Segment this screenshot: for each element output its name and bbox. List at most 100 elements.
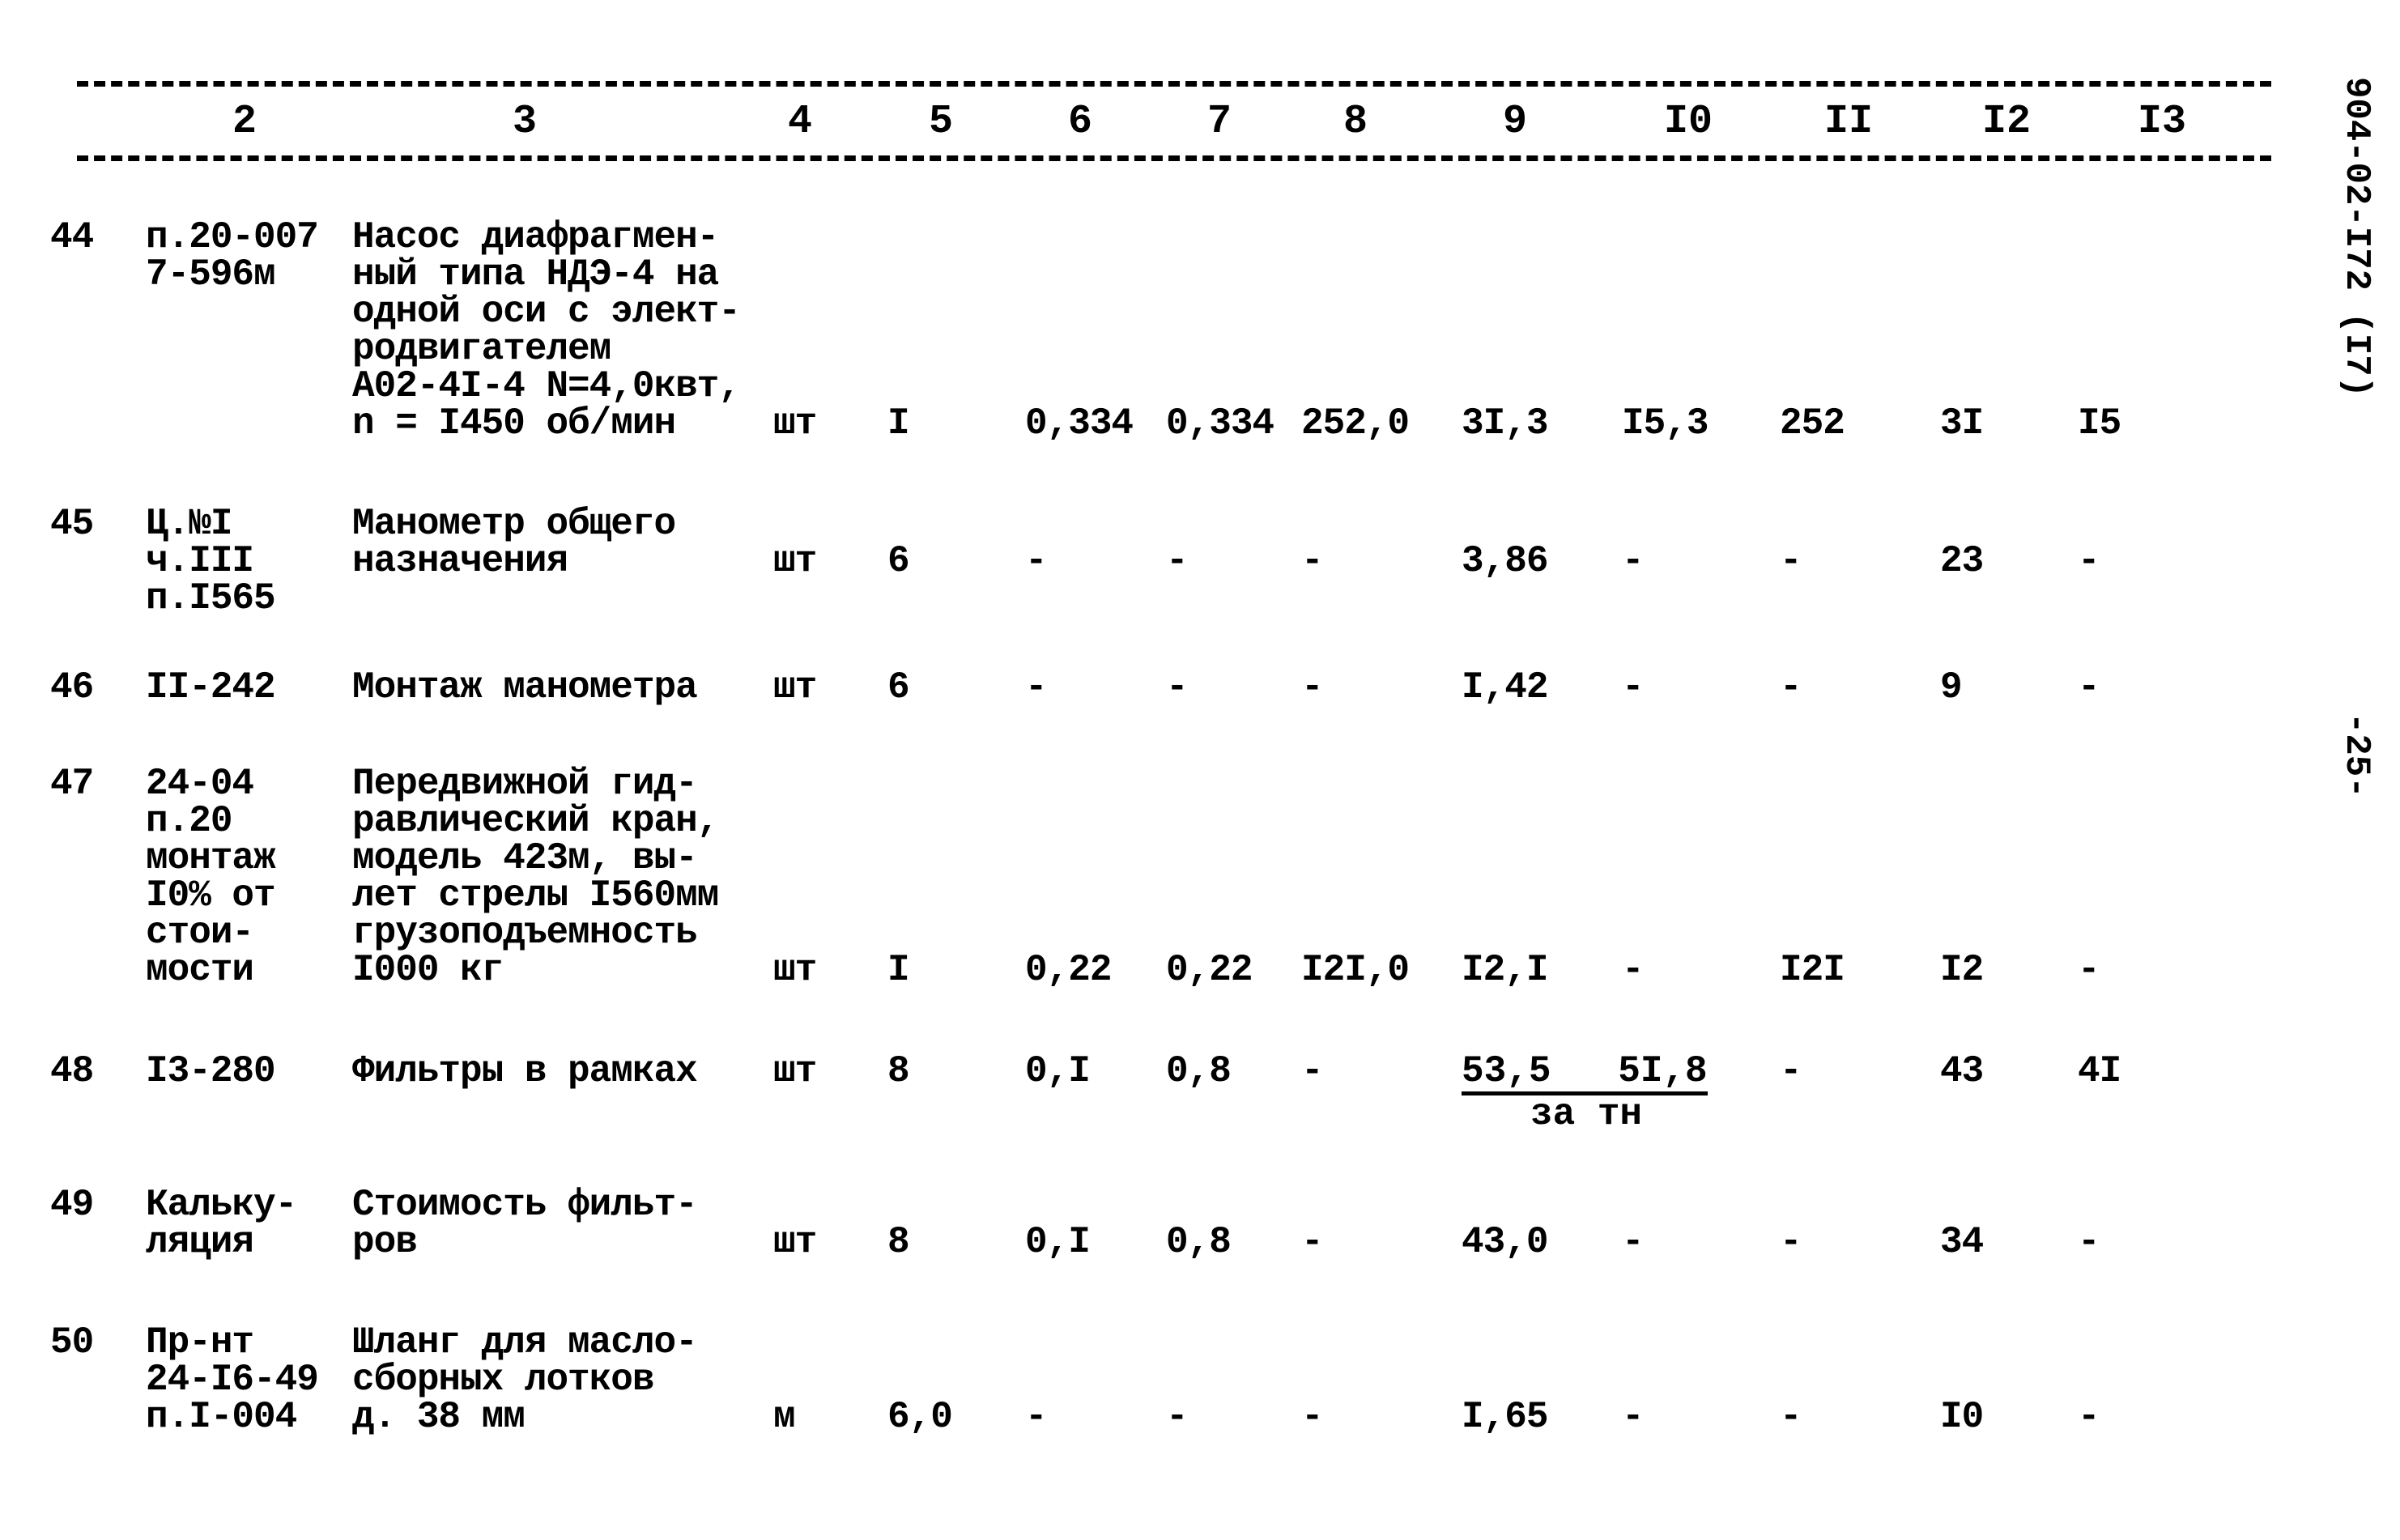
- cell-c9: 3I,3: [1462, 402, 1548, 445]
- column-header: II: [1823, 99, 1874, 145]
- cell-c10: -: [1622, 1221, 1645, 1263]
- cell-c10: -: [1622, 540, 1645, 582]
- cell-c9: 3,86: [1462, 540, 1548, 582]
- cell-c8: -: [1301, 666, 1324, 708]
- cell-code: Кальку- ляция: [146, 1184, 297, 1263]
- cell-c11: 252: [1780, 402, 1845, 445]
- cell-unit: шт: [773, 540, 817, 582]
- cell-c11: -: [1780, 1050, 1802, 1092]
- cell-c6: -: [1025, 540, 1048, 582]
- fraction-unit-note: за тн: [1530, 1093, 1643, 1135]
- cell-c5: I: [887, 949, 910, 991]
- page-number: -25-: [2336, 713, 2377, 798]
- cell-c10: -: [1622, 666, 1645, 708]
- cell-c5: 8: [887, 1050, 910, 1092]
- cell-c9: I,65: [1462, 1396, 1548, 1438]
- cell-c12: 34: [1940, 1221, 1984, 1263]
- cell-no: 49: [50, 1184, 94, 1226]
- cell-c8: 252,0: [1301, 402, 1410, 445]
- cell-desc: Стоимость фильт- ров: [352, 1184, 698, 1263]
- cell-no: 46: [50, 666, 94, 708]
- cell-code: II-242: [146, 666, 276, 708]
- cell-c13: I5: [2078, 402, 2121, 445]
- cell-c7: 0,8: [1166, 1221, 1232, 1263]
- cell-c12: 3I: [1940, 402, 1984, 445]
- cell-desc: Передвижной гид- равлический кран, модел…: [352, 763, 719, 991]
- cell-c13: -: [2078, 949, 2100, 991]
- cell-no: 44: [50, 216, 94, 258]
- cell-c8: -: [1301, 1396, 1324, 1438]
- cell-c8: -: [1301, 1221, 1324, 1263]
- cell-c12: I2: [1940, 949, 1984, 991]
- cell-desc: Шланг для масло- сборных лотков д. 38 мм: [352, 1321, 698, 1438]
- cell-c6: 0,I: [1025, 1221, 1091, 1263]
- column-header: I2: [1981, 99, 2032, 145]
- cell-no: 47: [50, 763, 94, 805]
- header-bottom-rule: [77, 155, 2271, 161]
- cell-c8: -: [1301, 540, 1324, 582]
- cell-c11: -: [1780, 666, 1802, 708]
- cell-c11: -: [1780, 540, 1802, 582]
- cell-c11: I2I: [1780, 949, 1845, 991]
- cell-c6: 0,I: [1025, 1050, 1091, 1092]
- cell-c12: I0: [1940, 1396, 1984, 1438]
- cell-unit: шт: [773, 949, 817, 991]
- cell-code: Ц.№I ч.III п.I565: [146, 503, 276, 619]
- cell-no: 48: [50, 1050, 94, 1092]
- document-code: 904-02-I72 (I7): [2336, 77, 2377, 398]
- cell-c7: 0,22: [1166, 949, 1253, 991]
- cell-c11: -: [1780, 1221, 1802, 1263]
- column-header: 9: [1502, 99, 1528, 145]
- cell-c13: -: [2078, 540, 2100, 582]
- cell-unit: шт: [773, 666, 817, 708]
- cell-c5: 6: [887, 666, 910, 708]
- cell-c13: -: [2078, 1221, 2100, 1263]
- cell-c6: 0,334: [1025, 402, 1134, 445]
- cell-c7: -: [1166, 666, 1189, 708]
- column-header: 6: [1067, 99, 1093, 145]
- cell-c7: -: [1166, 540, 1189, 582]
- cell-c6: 0,22: [1025, 949, 1112, 991]
- cell-code: Пр-нт 24-I6-49 п.I-004: [146, 1321, 319, 1438]
- cell-c11: -: [1780, 1396, 1802, 1438]
- cell-c12: 9: [1940, 666, 1963, 708]
- cell-c8: -: [1301, 1050, 1324, 1092]
- cell-desc: Монтаж манометра: [352, 666, 698, 708]
- cell-c13: -: [2078, 1396, 2100, 1438]
- cell-c9: I,42: [1462, 666, 1548, 708]
- cell-c7: 0,334: [1166, 402, 1274, 445]
- cell-c7: -: [1166, 1396, 1189, 1438]
- cell-c5: 6,0: [887, 1396, 953, 1438]
- cell-desc: Насос диафрагмен- ный типа НДЭ-4 на одно…: [352, 216, 741, 445]
- cell-c5: I: [887, 402, 910, 445]
- cell-unit: шт: [773, 402, 817, 445]
- cell-no: 50: [50, 1321, 94, 1363]
- cell-c7: 0,8: [1166, 1050, 1232, 1092]
- column-header: I3: [2137, 99, 2187, 145]
- cell-code: 24-04 п.20 монтаж I0% от стои- мости: [146, 763, 276, 991]
- cell-no: 45: [50, 503, 94, 545]
- column-header: 4: [787, 99, 813, 145]
- cell-c10: -: [1622, 1396, 1645, 1438]
- cell-c9-c10-fraction: 53,5 5I,8 за тн: [1462, 1053, 1708, 1133]
- cell-c6: -: [1025, 1396, 1048, 1438]
- cell-c8: I2I,0: [1301, 949, 1410, 991]
- cell-desc: Манометр общего назначения: [352, 503, 676, 582]
- column-header: 5: [928, 99, 954, 145]
- cell-code: п.20-007 7-596м: [146, 216, 319, 296]
- cell-code: I3-280: [146, 1050, 276, 1092]
- cell-c9: I2,I: [1462, 949, 1548, 991]
- cell-unit: шт: [773, 1221, 817, 1263]
- cell-c5: 8: [887, 1221, 910, 1263]
- cell-c5: 6: [887, 540, 910, 582]
- column-header: 7: [1206, 99, 1232, 145]
- cell-c9: 43,0: [1462, 1221, 1548, 1263]
- column-header: 3: [512, 99, 538, 145]
- cell-c10: I5,3: [1622, 402, 1709, 445]
- header-top-rule: [77, 81, 2271, 87]
- column-header: 2: [232, 99, 257, 145]
- cell-unit: шт: [773, 1050, 817, 1092]
- cell-c12: 23: [1940, 540, 1984, 582]
- fraction-values: 53,5 5I,8: [1462, 1053, 1708, 1095]
- cell-c12: 43: [1940, 1050, 1984, 1092]
